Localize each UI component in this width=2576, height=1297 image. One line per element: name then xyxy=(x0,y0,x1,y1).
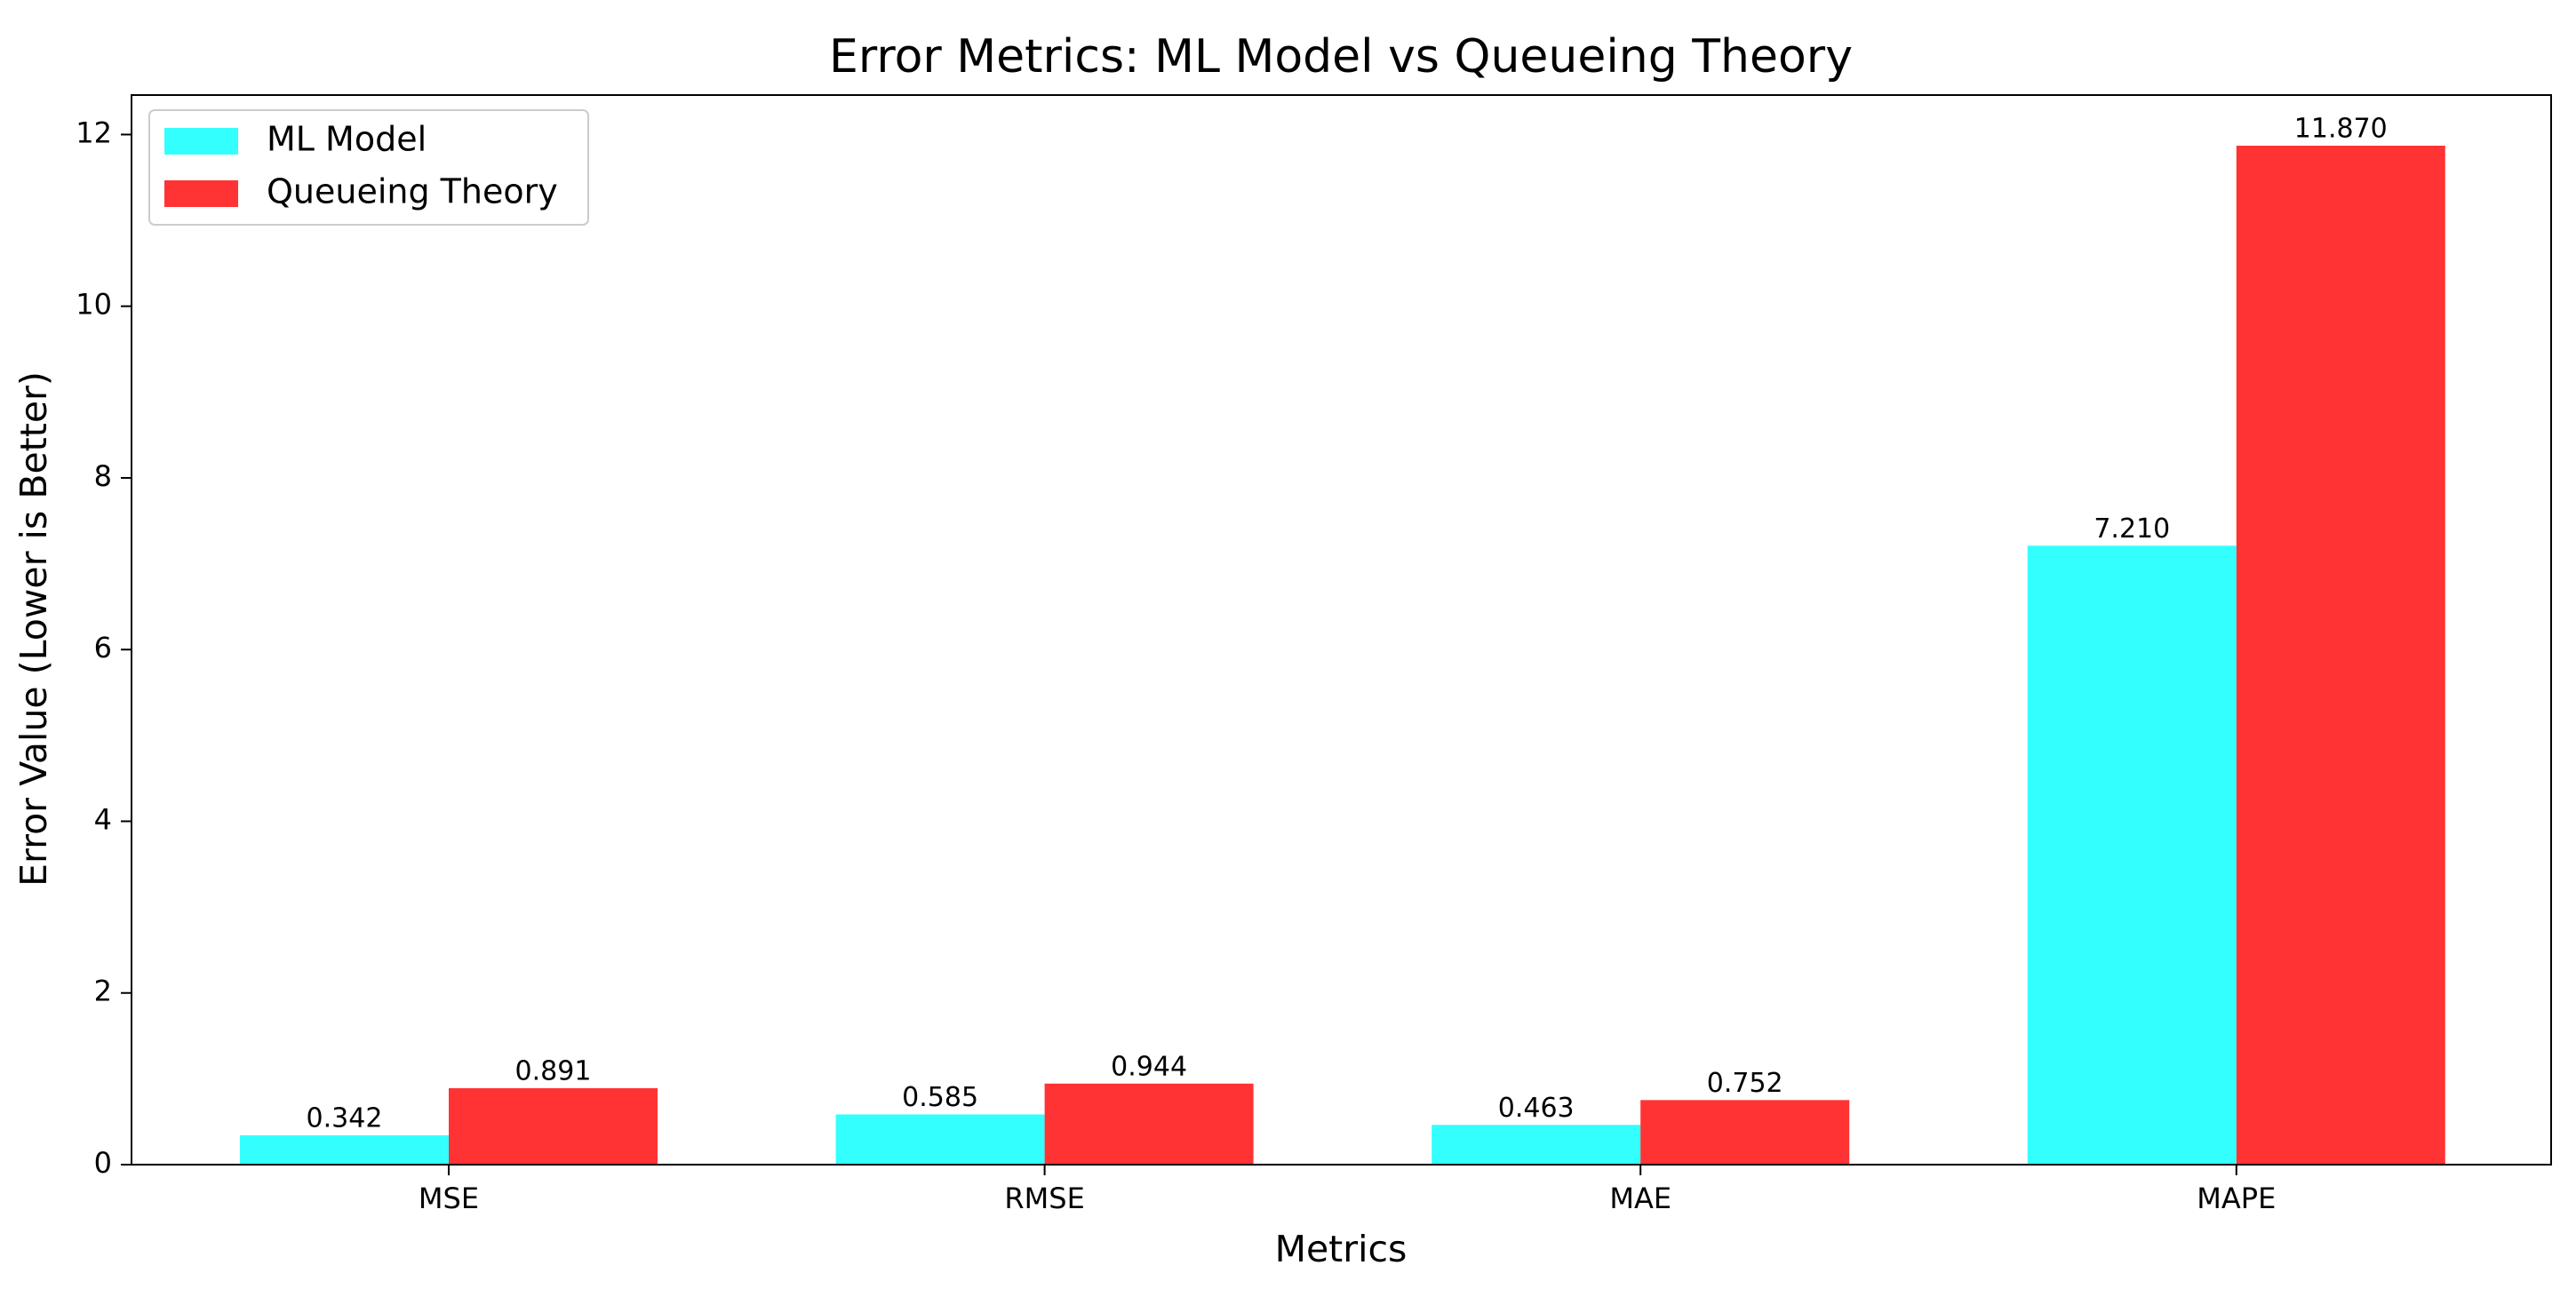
value-label: 0.463 xyxy=(1498,1093,1575,1124)
value-label: 11.870 xyxy=(2294,114,2388,145)
y-tick-label: 8 xyxy=(94,459,112,493)
y-tick-label: 0 xyxy=(94,1146,112,1180)
x-tick-label: MAPE xyxy=(2197,1182,2276,1215)
y-tick-label: 10 xyxy=(76,288,112,322)
bar xyxy=(2236,146,2445,1165)
y-tick-label: 2 xyxy=(94,975,112,1008)
y-tick-label: 4 xyxy=(94,802,112,836)
y-tick-label: 6 xyxy=(94,631,112,664)
bar xyxy=(449,1087,658,1165)
bar xyxy=(1044,1083,1254,1165)
legend-swatch xyxy=(164,180,238,207)
y-tick-label: 12 xyxy=(76,115,112,149)
value-label: 0.585 xyxy=(902,1082,978,1113)
bar xyxy=(1432,1125,1641,1165)
value-label: 0.944 xyxy=(1111,1051,1187,1082)
x-tick-label: MAE xyxy=(1609,1182,1671,1215)
legend-swatch xyxy=(164,128,238,155)
legend-box xyxy=(148,109,589,226)
x-axis-label: Metrics xyxy=(1275,1228,1408,1270)
value-label: 0.342 xyxy=(307,1102,383,1134)
bar xyxy=(835,1114,1045,1165)
legend-label: Queueing Theory xyxy=(267,172,558,211)
chart-title: Error Metrics: ML Model vs Queueing Theo… xyxy=(829,30,1853,84)
value-label: 0.891 xyxy=(515,1055,592,1086)
value-label: 0.752 xyxy=(1707,1068,1783,1099)
value-label: 7.210 xyxy=(2093,513,2170,545)
plot-frame xyxy=(131,94,2552,1166)
bar xyxy=(1640,1100,1850,1165)
legend-label: ML Model xyxy=(267,120,427,159)
x-tick-label: MSE xyxy=(419,1182,479,1215)
y-axis-label: Error Value (Lower is Better) xyxy=(12,371,55,887)
bar xyxy=(240,1134,449,1165)
bar xyxy=(2027,545,2237,1165)
x-tick-label: RMSE xyxy=(1004,1182,1084,1215)
